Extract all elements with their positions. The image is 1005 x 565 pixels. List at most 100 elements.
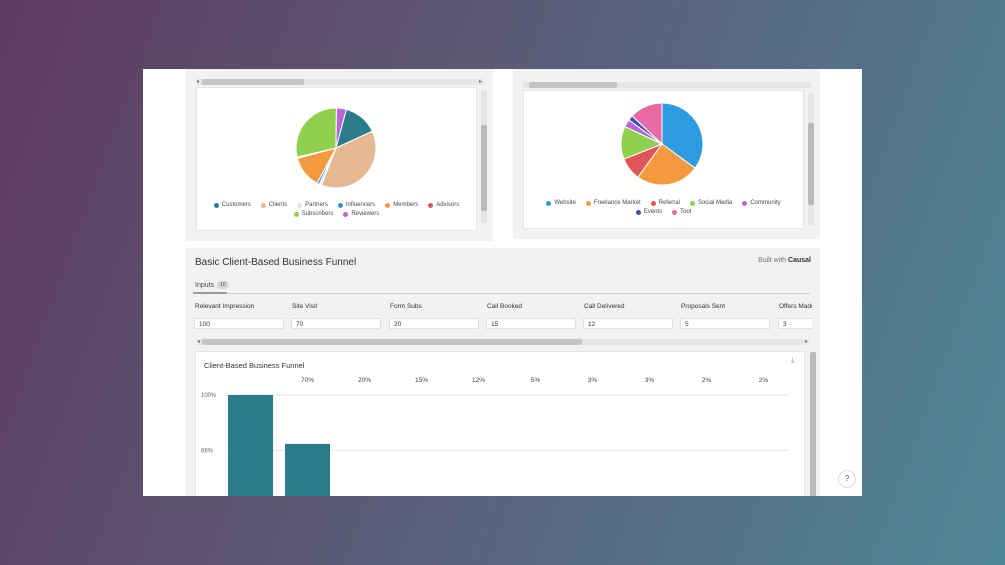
funnel-bar-1[interactable] xyxy=(228,395,273,496)
y-tick-label: 100% xyxy=(201,393,217,399)
right-pie-slice-freelance-market[interactable] xyxy=(637,143,696,186)
tab-inputs[interactable]: Inputs 10 xyxy=(195,281,229,289)
input-label-form-subs: Form Subs xyxy=(390,303,422,310)
legend-label: Events xyxy=(643,209,663,215)
right-pie-legend-item-referral[interactable]: Referral xyxy=(650,200,680,206)
help-button[interactable]: ? xyxy=(838,470,856,488)
input-label-call-booked: Call Booked xyxy=(487,303,523,310)
funnel-vscroll-thumb[interactable] xyxy=(810,352,816,496)
tab-divider xyxy=(193,293,810,294)
input-site-visit[interactable]: 70 xyxy=(291,318,381,329)
right-pie-chart xyxy=(620,102,704,186)
legend-label: Freelance Market xyxy=(593,200,641,206)
input-label-relevant-impression: Relevant Impression xyxy=(195,303,255,310)
legend-label: Reviewers xyxy=(351,211,380,217)
legend-label: Tool xyxy=(680,209,692,215)
left-pie-legend-item-subscribers[interactable]: Subscribers xyxy=(293,211,334,217)
left-pie-legend-item-members[interactable]: Members xyxy=(385,202,418,208)
legend-label: Website xyxy=(554,200,576,206)
legend-swatch xyxy=(428,202,434,208)
left-pie-legend-item-customers[interactable]: Customers xyxy=(213,202,251,208)
right-pie-legend-item-freelance-market[interactable]: Freelance Market xyxy=(585,200,641,206)
legend-swatch xyxy=(337,202,343,208)
app-window: ◂ ▸ Customers Clients Partners Influencers M… xyxy=(143,69,862,496)
conversion-rate-label: 3% xyxy=(645,377,655,384)
legend-label: Community xyxy=(750,200,781,206)
input-label-offers-made: Offers Made xyxy=(779,303,812,310)
legend-label: Members xyxy=(393,202,419,208)
inputs-scroll-left-icon[interactable]: ◂ xyxy=(197,339,201,345)
conversion-rate-label: 12% xyxy=(472,377,485,384)
right-pie-hscroll-thumb[interactable] xyxy=(529,82,617,88)
right-pie-legend-item-events[interactable]: Events xyxy=(635,209,663,215)
legend-swatch xyxy=(297,202,303,208)
legend-swatch xyxy=(742,200,748,206)
tab-inputs-label: Inputs xyxy=(195,281,215,289)
left-pie-legend: Customers Clients Partners Influencers Membe… xyxy=(207,202,466,217)
legend-swatch xyxy=(672,209,678,215)
legend-swatch xyxy=(650,200,656,206)
right-pie-slice-tool[interactable] xyxy=(631,102,663,146)
right-pie-card: Website Freelance Market Referral Social Me… xyxy=(523,90,804,229)
left-pie-slice-subscribers[interactable] xyxy=(295,107,337,158)
legend-label: Subscribers xyxy=(301,211,334,217)
right-pie-vscroll-thumb[interactable] xyxy=(808,123,814,205)
input-label-proposals-sent: Proposals Sent xyxy=(681,303,726,310)
scroll-left-arrow-icon[interactable]: ◂ xyxy=(196,79,200,85)
left-pie-legend-item-clients[interactable]: Clients xyxy=(260,202,288,208)
conversion-rate-label: 2% xyxy=(702,377,712,384)
left-pie-chart xyxy=(295,107,377,189)
scroll-right-arrow-icon[interactable]: ▸ xyxy=(479,79,483,85)
conversion-rate-label: 15% xyxy=(415,377,428,384)
right-pie-panel: Website Freelance Market Referral Social Me… xyxy=(513,69,820,239)
right-pie-legend-item-website[interactable]: Website xyxy=(546,200,576,206)
funnel-bar-chart: 100%66%33%70%20%15%12%5%3%3%2%2% xyxy=(201,377,788,496)
legend-label: Clients xyxy=(268,202,288,208)
input-relevant-impression[interactable]: 100 xyxy=(194,318,284,329)
inputs-hscroll-thumb[interactable] xyxy=(202,339,582,345)
left-pie-legend-item-partners[interactable]: Partners xyxy=(297,202,328,208)
inputs-scroll-right-icon[interactable]: ▸ xyxy=(805,339,809,345)
left-pie-hscroll-thumb[interactable] xyxy=(202,79,304,85)
right-pie-legend-item-community[interactable]: Community xyxy=(742,200,781,206)
legend-swatch xyxy=(213,202,219,208)
legend-label: Referral xyxy=(658,200,680,206)
built-with-label[interactable]: Built with Causal xyxy=(758,257,811,264)
conversion-rate-label: 20% xyxy=(358,377,371,384)
input-form-subs[interactable]: 20 xyxy=(389,318,479,329)
right-pie-legend-item-tool[interactable]: Tool xyxy=(672,209,691,215)
input-offers-made[interactable]: 3 xyxy=(778,318,812,329)
funnel-bar-2[interactable] xyxy=(285,443,330,496)
input-call-delivered[interactable]: 12 xyxy=(583,318,673,329)
left-pie-slice-clients[interactable] xyxy=(320,130,377,189)
legend-label: Social Media xyxy=(697,200,733,206)
input-label-call-delivered: Call Delivered xyxy=(584,303,625,310)
left-pie-panel: ◂ ▸ Customers Clients Partners Influencers M… xyxy=(186,69,493,241)
right-pie-slice-website[interactable] xyxy=(661,102,704,169)
left-pie-legend-item-influencers[interactable]: Influencers xyxy=(337,202,376,208)
tab-inputs-badge: 10 xyxy=(217,281,229,289)
input-proposals-sent[interactable]: 5 xyxy=(680,318,770,329)
y-tick-label: 66% xyxy=(201,448,214,454)
right-pie-legend-item-social-media[interactable]: Social Media xyxy=(689,200,733,206)
conversion-rate-label: 5% xyxy=(531,377,541,384)
legend-label: Advisors xyxy=(436,202,460,208)
conversion-rate-label: 3% xyxy=(588,377,598,384)
left-pie-legend-item-reviewers[interactable]: Reviewers xyxy=(343,211,379,217)
input-call-booked[interactable]: 15 xyxy=(486,318,576,329)
legend-swatch xyxy=(585,200,591,206)
left-pie-legend-item-advisors[interactable]: Advisors xyxy=(428,202,459,208)
funnel-chart-title: Client-Based Business Funnel xyxy=(204,361,305,370)
brand-name: Causal xyxy=(788,257,811,264)
conversion-rate-label: 70% xyxy=(301,377,314,384)
funnel-title: Basic Client-Based Business Funnel xyxy=(195,257,357,268)
left-pie-slice-reviewers[interactable] xyxy=(335,107,347,149)
right-pie-hscroll[interactable] xyxy=(523,82,811,88)
right-pie-legend: Website Freelance Market Referral Social Me… xyxy=(534,200,793,215)
download-icon[interactable]: ⤓ xyxy=(791,357,795,364)
left-pie-hscroll[interactable] xyxy=(196,79,484,85)
legend-label: Influencers xyxy=(345,202,376,208)
conversion-rate-label: 2% xyxy=(759,377,769,384)
legend-swatch xyxy=(293,211,299,217)
left-pie-vscroll-thumb[interactable] xyxy=(481,125,487,211)
